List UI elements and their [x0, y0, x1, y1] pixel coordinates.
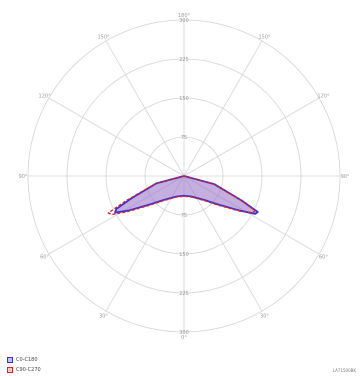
- credit-text: LA71500BK: [332, 368, 356, 373]
- angle-tick-label: 120°: [317, 94, 330, 100]
- radial-tick-label-up: 75: [181, 135, 187, 141]
- legend-item-c0-c180: C0-C180: [7, 355, 41, 365]
- angle-tick-label: 0°: [181, 335, 187, 341]
- angle-tick-label: 150°: [258, 35, 271, 41]
- grid-ring: [66, 58, 302, 294]
- angle-tick-label: 150°: [97, 35, 110, 41]
- grid-ring: [27, 19, 341, 333]
- angle-tick-label: 30°: [260, 313, 269, 319]
- legend-label-c0-c180: C0-C180: [16, 357, 38, 363]
- grid-ring: [144, 136, 224, 216]
- radial-tick-label-down: 225: [179, 291, 189, 297]
- angle-tick-label: 180°: [178, 13, 191, 19]
- angle-tick-label: 60°: [40, 255, 49, 261]
- legend-swatch-c90-c270: [7, 367, 13, 373]
- legend-item-c90-c270: C90-C270: [7, 365, 41, 375]
- radial-tick-label-up: 150: [179, 96, 189, 102]
- radial-tick-label-down: 300: [179, 330, 189, 336]
- legend-swatch-c0-c180: [7, 357, 13, 363]
- legend-label-c90-c270: C90-C270: [16, 367, 41, 373]
- legend: C0-C180 C90-C270: [7, 355, 41, 375]
- series-line-c90-c270: [107, 175, 256, 216]
- grid-ring: [105, 97, 263, 255]
- angle-tick-label: 90°: [19, 174, 28, 180]
- angle-tick-label: 30°: [99, 313, 108, 319]
- tick-labels: 7575150150225225300300180°150°120°90°60°…: [19, 13, 350, 341]
- series-line-c0-c180: [114, 175, 259, 215]
- angle-tick-label: 120°: [39, 94, 52, 100]
- radial-tick-label-down: 150: [179, 252, 189, 258]
- angle-tick-label: 60°: [319, 255, 328, 261]
- radial-tick-label-up: 300: [179, 18, 189, 24]
- angle-tick-label: 90°: [341, 174, 350, 180]
- radial-tick-label-up: 225: [179, 57, 189, 63]
- series-layer: [107, 175, 259, 216]
- radial-tick-label-down: 75: [181, 213, 187, 219]
